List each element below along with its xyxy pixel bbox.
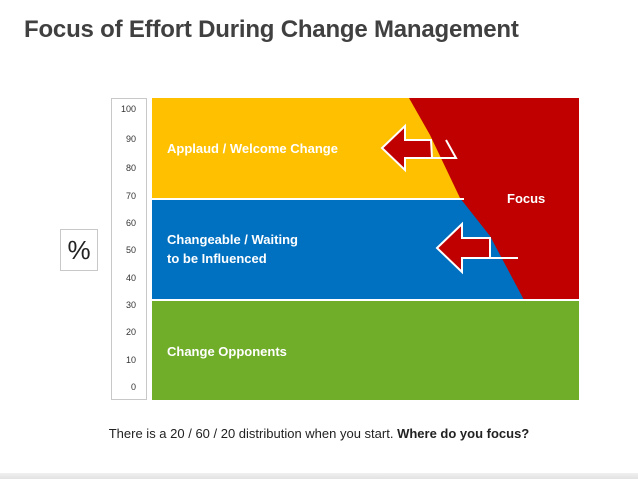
axis-tick: 40 xyxy=(125,273,136,283)
focus-arrow-middle xyxy=(435,221,518,275)
axis-tick: 30 xyxy=(125,300,136,310)
page-title: Focus of Effort During Change Management xyxy=(24,16,519,43)
footer-text: There is a 20 / 60 / 20 distribution whe… xyxy=(108,426,394,441)
axis-tick: 70 xyxy=(125,191,136,201)
waiting-label-line1: Changeable / Waiting xyxy=(167,232,298,247)
opponents-band xyxy=(152,301,579,400)
focus-arrow-top xyxy=(380,123,458,173)
waiting-band xyxy=(152,198,524,300)
axis-tick: 10 xyxy=(125,355,136,365)
waiting-label-line2: to be Influenced xyxy=(167,251,267,266)
axis-tick: 100 xyxy=(120,104,136,114)
opponents-label: Change Opponents xyxy=(167,344,287,359)
percent-label: % xyxy=(60,229,98,271)
welcome-change-band xyxy=(152,98,460,198)
welcome-change-label: Applaud / Welcome Change xyxy=(167,141,338,156)
bottom-divider xyxy=(0,473,638,479)
axis-tick: 50 xyxy=(125,245,136,255)
y-axis: 100 90 80 70 60 50 40 30 20 10 0 xyxy=(111,98,147,400)
axis-tick: 60 xyxy=(125,218,136,228)
footer-caption: There is a 20 / 60 / 20 distribution whe… xyxy=(0,426,638,441)
axis-tick: 90 xyxy=(125,134,136,144)
footer-question: Where do you focus? xyxy=(397,426,530,441)
axis-tick: 80 xyxy=(125,163,136,173)
axis-tick: 0 xyxy=(130,382,136,392)
axis-tick: 20 xyxy=(125,327,136,337)
focus-label: Focus xyxy=(507,191,545,206)
